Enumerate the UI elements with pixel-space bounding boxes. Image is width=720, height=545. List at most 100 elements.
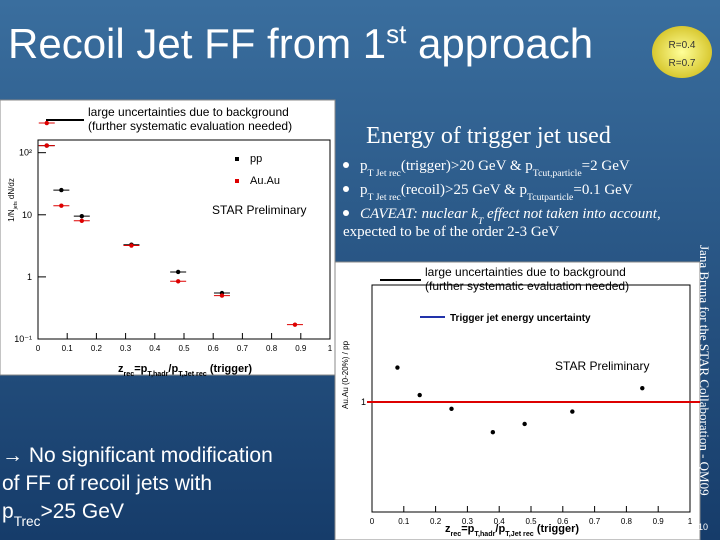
bullet-continuation: expected to be of the order 2-3 GeV xyxy=(343,224,559,240)
x-tick-label: 0.3 xyxy=(120,344,132,353)
text-run: (trigger) xyxy=(534,523,580,535)
plot-note: (further systematic evaluation needed) xyxy=(425,279,629,293)
subscript: T Jet rec xyxy=(368,192,402,203)
x-tick-label: 0.7 xyxy=(237,344,249,353)
x-axis-label: zrec=pT,hadr/pT,Jet rec (trigger) xyxy=(445,523,579,538)
x-tick-label: 0.4 xyxy=(494,517,506,526)
bullet-item: pT Jet rec(recoil)>25 GeV & pTcutparticl… xyxy=(360,182,633,203)
x-tick-label: 0.5 xyxy=(178,344,190,353)
legend-label: Trigger jet energy uncertainty xyxy=(450,313,591,324)
data-point xyxy=(44,143,49,148)
legend-swatch xyxy=(235,157,239,161)
y-axis-label: 1/Njets dN/dz xyxy=(7,178,19,222)
text-run: p xyxy=(2,500,14,523)
x-tick-label: 0.7 xyxy=(589,517,601,526)
superscript: st xyxy=(386,19,407,49)
bullet-item: CAVEAT: nuclear kT effect not taken into… xyxy=(360,206,661,227)
data-point xyxy=(175,269,181,275)
x-tick-label: 0.9 xyxy=(295,344,307,353)
left-plot-panel xyxy=(0,99,336,376)
x-tick-label: 0.1 xyxy=(62,344,74,353)
subscript: T Jet rec xyxy=(368,168,402,179)
text-run: approach xyxy=(406,20,593,67)
x-tick-label: 0 xyxy=(370,517,375,526)
bullet-marker xyxy=(343,210,349,216)
x-tick-label: 0.8 xyxy=(621,517,633,526)
text-run: Recoil Jet FF from 1 xyxy=(8,20,386,67)
x-tick-label: 0.6 xyxy=(208,344,220,353)
text-run: Au.Au (0-20%) / pp xyxy=(341,340,350,409)
conclusion-line: pTrec>25 GeV xyxy=(2,500,124,529)
text-run: /p xyxy=(168,363,178,375)
text-run: CAVEAT: nuclear k xyxy=(360,206,478,222)
data-point xyxy=(44,120,49,126)
text-run: (trigger) xyxy=(207,363,253,375)
data-point xyxy=(449,406,454,412)
plot-note: large uncertainties due to background xyxy=(88,105,289,119)
data-point xyxy=(219,293,225,298)
data-point xyxy=(79,213,85,219)
y-tick-label: 1 xyxy=(361,397,366,407)
text-run: dN/dz xyxy=(7,178,16,201)
subscript: T xyxy=(478,216,484,227)
text-run: =p xyxy=(461,523,474,535)
y-tick-label: 10 xyxy=(22,210,32,220)
subscript: rec xyxy=(451,530,462,538)
bullet-item: pT Jet rec(trigger)>20 GeV & pTcut,parti… xyxy=(360,158,630,179)
x-tick-label: 0.8 xyxy=(266,344,278,353)
x-tick-label: 0.2 xyxy=(430,517,442,526)
text-run: =0.1 GeV xyxy=(573,182,632,198)
x-tick-label: 0.1 xyxy=(398,517,410,526)
data-point xyxy=(59,203,64,208)
y-tick-label: 10² xyxy=(19,148,32,158)
text-run: (trigger)>20 GeV & p xyxy=(401,158,533,174)
x-tick-label: 0 xyxy=(36,344,41,353)
preliminary-label: STAR Preliminary xyxy=(555,359,649,373)
subscript: Trec xyxy=(14,514,41,529)
x-tick-label: 0.4 xyxy=(149,344,161,353)
text-run: effect not taken into account, xyxy=(483,206,660,222)
x-tick-label: 0.9 xyxy=(653,517,665,526)
text-run: z xyxy=(118,363,124,375)
text-run: >25 GeV xyxy=(40,500,123,523)
legend-swatch xyxy=(235,179,239,183)
x-tick-label: 0.2 xyxy=(91,344,103,353)
subscript: jets xyxy=(13,201,19,210)
data-point xyxy=(175,279,181,284)
data-point xyxy=(129,243,134,248)
bullet-marker xyxy=(343,162,349,168)
x-tick-label: 0.3 xyxy=(462,517,474,526)
text-run: p xyxy=(360,182,368,198)
badge-label: R=0.4 xyxy=(669,40,696,51)
subscript: T,hadr xyxy=(147,370,168,378)
preliminary-label: STAR Preliminary xyxy=(212,203,306,217)
legend-label: pp xyxy=(250,153,262,165)
x-tick-label: 1 xyxy=(328,344,333,353)
text-run: /p xyxy=(495,523,505,535)
bullet-marker xyxy=(343,186,349,192)
subscript: Tcutparticle xyxy=(527,192,573,203)
data-point xyxy=(292,322,298,327)
bullet-heading: Energy of trigger jet used xyxy=(366,123,611,149)
x-tick-label: 0.6 xyxy=(557,517,569,526)
subscript: Tcut,particle xyxy=(533,168,582,179)
data-point xyxy=(640,385,645,391)
page-number: 10 xyxy=(698,522,708,532)
y-tick-label: 10⁻¹ xyxy=(14,334,32,344)
subscript: T,Jet rec xyxy=(178,370,207,378)
x-tick-label: 0.5 xyxy=(525,517,537,526)
y-axis-label: Au.Au (0-20%) / pp xyxy=(341,340,350,409)
y-tick-label: 1 xyxy=(27,272,32,282)
badge-label: R=0.7 xyxy=(669,58,696,69)
x-tick-label: 1 xyxy=(688,517,693,526)
plot-note: (further systematic evaluation needed) xyxy=(88,119,292,133)
text-run: 1/N xyxy=(7,209,16,222)
legend-label: Au.Au xyxy=(250,175,280,187)
text-run: =2 GeV xyxy=(582,158,630,174)
data-point xyxy=(417,392,422,398)
data-point xyxy=(79,218,85,224)
subscript: T,Jet rec xyxy=(505,530,534,538)
badge xyxy=(652,26,712,78)
text-run: =p xyxy=(134,363,147,375)
